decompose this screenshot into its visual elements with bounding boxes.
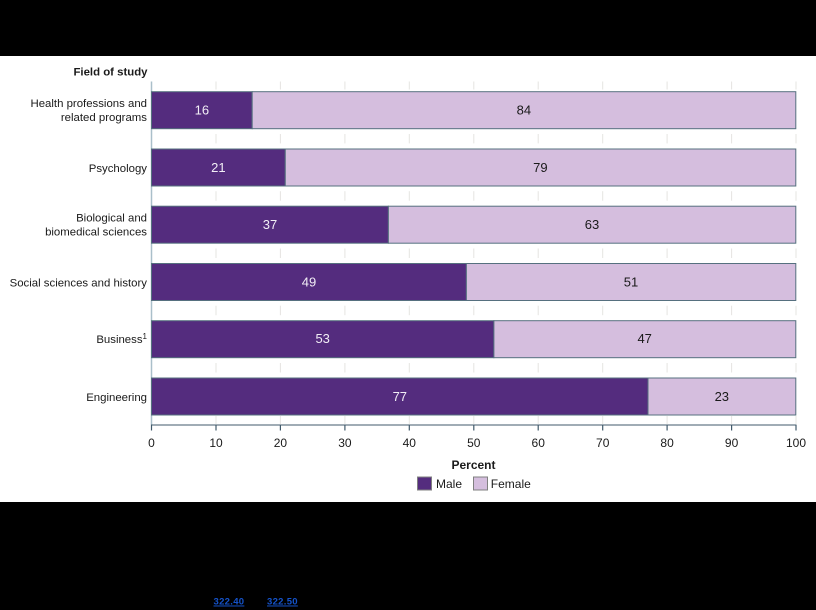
svg-text:Field of study: Field of study [73, 67, 148, 79]
svg-text:0: 0 [148, 436, 155, 450]
svg-text:53: 53 [315, 331, 329, 346]
svg-text:Health professions and: Health professions and [30, 98, 147, 110]
svg-text:47: 47 [637, 331, 651, 346]
svg-text:322.50: 322.50 [267, 597, 298, 608]
svg-text:Percent: Percent [451, 458, 495, 472]
svg-text:77: 77 [393, 389, 407, 404]
svg-text:Biological and: Biological and [76, 213, 147, 225]
svg-text:Engineering: Engineering [86, 392, 147, 404]
svg-text:84: 84 [517, 103, 531, 118]
svg-text:Psychology: Psychology [89, 163, 148, 175]
svg-text:100: 100 [786, 436, 806, 450]
svg-text:40: 40 [403, 436, 417, 450]
svg-text:51: 51 [624, 275, 638, 290]
svg-text:Male: Male [436, 477, 462, 491]
svg-text:related programs: related programs [61, 112, 147, 124]
svg-text:Business1: Business1 [96, 332, 147, 346]
svg-text:37: 37 [263, 217, 277, 232]
svg-text:49: 49 [302, 275, 316, 290]
svg-text:23: 23 [715, 389, 729, 404]
svg-text:79: 79 [533, 160, 547, 175]
svg-text:70: 70 [596, 436, 610, 450]
svg-text:60: 60 [532, 436, 546, 450]
svg-text:50: 50 [467, 436, 481, 450]
svg-text:30: 30 [338, 436, 352, 450]
svg-text:80: 80 [660, 436, 674, 450]
svg-text:20: 20 [274, 436, 288, 450]
svg-text:63: 63 [585, 217, 599, 232]
svg-text:322.40: 322.40 [214, 597, 245, 608]
svg-text:21: 21 [211, 160, 225, 175]
svg-text:16: 16 [195, 103, 209, 118]
svg-text:Social sciences and history: Social sciences and history [10, 278, 148, 290]
svg-text:10: 10 [209, 436, 223, 450]
svg-text:biomedical sciences: biomedical sciences [45, 227, 147, 239]
svg-text:90: 90 [725, 436, 739, 450]
svg-text:Female: Female [491, 477, 531, 491]
